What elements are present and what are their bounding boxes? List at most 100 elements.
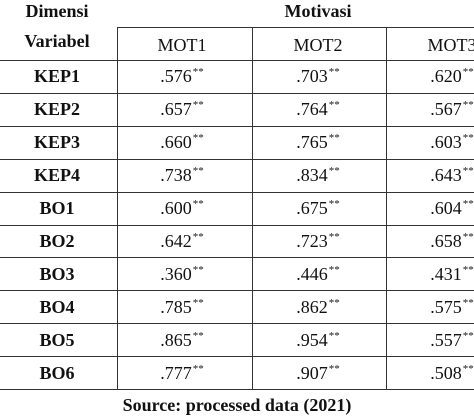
cell: .620** <box>430 66 474 86</box>
row-label: KEP1 <box>33 66 81 87</box>
significance: ** <box>462 296 474 309</box>
cell: .576** <box>160 66 204 87</box>
cell: .658** <box>430 230 474 251</box>
cell: .643** <box>430 165 474 186</box>
row-label: BO1 <box>39 198 75 219</box>
significance: ** <box>328 132 340 145</box>
cell: .660** <box>160 133 204 152</box>
cell: .642** <box>160 230 204 251</box>
cell: .785** <box>160 296 204 317</box>
rule <box>0 224 474 226</box>
row-label: KEP3 <box>33 132 81 153</box>
cell: .777** <box>160 362 204 382</box>
cell-value: .603 <box>430 132 462 153</box>
significance: ** <box>462 165 474 178</box>
significance: ** <box>462 198 474 211</box>
significance: ** <box>328 296 340 309</box>
cell: .954** <box>296 329 340 350</box>
rule <box>0 356 474 358</box>
cell: .575** <box>430 296 474 317</box>
rule <box>0 158 474 160</box>
cell: .508** <box>430 362 474 383</box>
column-header: MOT3 <box>427 35 474 55</box>
cell-value: .642 <box>160 230 192 251</box>
cell: .431** <box>430 263 474 284</box>
cell: .675** <box>296 198 340 219</box>
cell-value: .557 <box>430 329 462 350</box>
column-header: MOT1 <box>157 35 207 55</box>
cell-value: .954 <box>296 329 328 350</box>
significance: ** <box>462 263 474 276</box>
significance: ** <box>462 230 474 243</box>
cell: .557** <box>430 329 474 350</box>
significance: ** <box>462 329 474 342</box>
cell-value: .834 <box>296 165 328 186</box>
significance: ** <box>462 66 474 79</box>
group-header: Motivasi <box>284 1 352 21</box>
cell-value: .360 <box>160 263 192 284</box>
row-header: Variabel <box>24 31 90 51</box>
significance: ** <box>192 329 204 342</box>
cell: .862** <box>296 296 340 316</box>
column-rule <box>386 28 387 389</box>
cell-value: .865 <box>160 329 192 350</box>
significance: ** <box>192 198 204 211</box>
rule <box>0 257 474 259</box>
row-label: BO4 <box>39 296 75 317</box>
cell-value: .723 <box>296 230 328 251</box>
significance: ** <box>328 66 340 79</box>
significance: ** <box>192 296 204 309</box>
significance: ** <box>192 165 204 178</box>
cell: .567** <box>430 99 474 119</box>
significance: ** <box>192 66 204 79</box>
significance: ** <box>328 362 340 375</box>
cell-value: .785 <box>160 296 192 317</box>
rule <box>0 290 474 292</box>
cell-value: .576 <box>160 66 192 87</box>
cell-value: .658 <box>430 230 462 251</box>
rule <box>0 389 474 390</box>
cell: .907** <box>296 362 340 383</box>
footer: Source: processed data (2021) <box>122 395 352 415</box>
cell-value: .907 <box>296 362 328 383</box>
rule <box>0 60 474 61</box>
significance: ** <box>192 362 204 375</box>
cell-value: .765 <box>296 132 328 153</box>
cell-value: .764 <box>296 99 328 120</box>
cell-value: .600 <box>160 198 192 219</box>
cell-value: .508 <box>430 362 462 383</box>
cell: .360** <box>160 263 204 284</box>
significance: ** <box>462 132 474 145</box>
cell: .703** <box>296 66 340 87</box>
rule <box>0 323 474 325</box>
row-label: KEP2 <box>33 99 81 120</box>
cell-value: .575 <box>430 296 462 317</box>
significance: ** <box>328 198 340 211</box>
cell-value: .643 <box>430 165 462 186</box>
cell: .604** <box>430 198 474 218</box>
cell-value: .703 <box>296 66 328 87</box>
column-header: MOT2 <box>293 35 343 55</box>
rule <box>0 191 474 193</box>
significance: ** <box>462 362 474 375</box>
cell-value: .738 <box>160 165 192 186</box>
significance: ** <box>462 99 474 112</box>
row-label: BO2 <box>39 230 75 251</box>
cell: .865** <box>160 329 204 350</box>
cell-value: .657 <box>160 99 192 120</box>
significance: ** <box>328 329 340 342</box>
cell: .600** <box>160 198 204 219</box>
cell: .764** <box>296 99 340 120</box>
row-label: BO5 <box>39 329 75 350</box>
significance: ** <box>328 165 340 178</box>
significance: ** <box>192 99 204 112</box>
cell: .657** <box>160 99 204 120</box>
cell-value: .446 <box>296 263 328 284</box>
cell: .723** <box>296 230 340 251</box>
cell-value: .431 <box>430 263 462 284</box>
cell: .603** <box>430 132 474 153</box>
rule <box>117 27 474 28</box>
cell-value: .675 <box>296 198 328 219</box>
rule <box>0 125 474 127</box>
